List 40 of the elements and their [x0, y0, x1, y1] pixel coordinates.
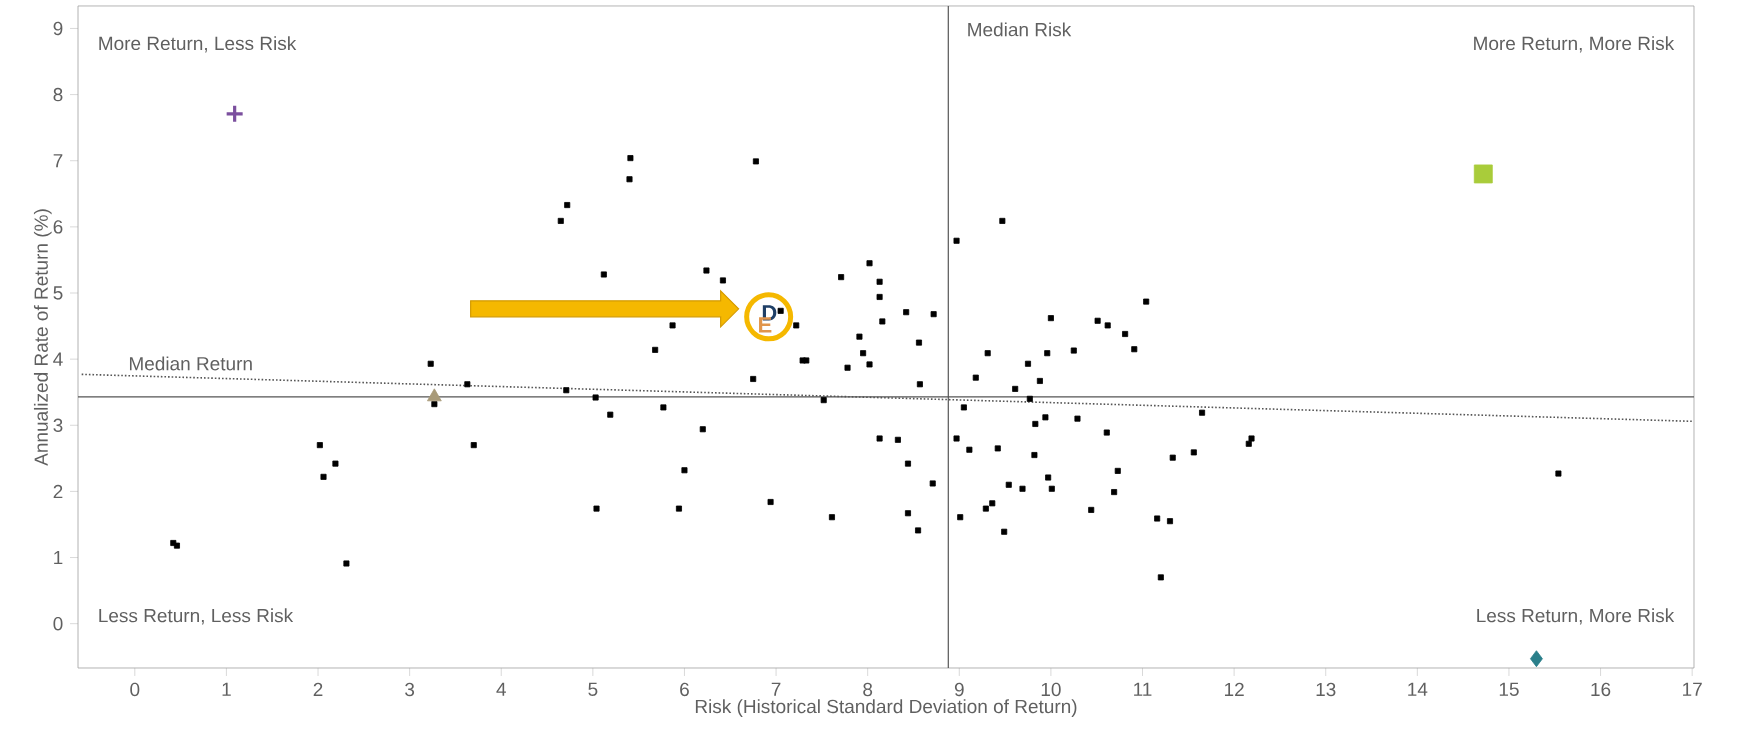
annotation: Less Return, More Risk — [1477, 608, 1675, 625]
y-tick-label: 4 — [53, 352, 63, 366]
x-tick-label: 3 — [405, 682, 415, 697]
x-tick-label: 7 — [771, 682, 781, 696]
x-tick-label: 6 — [680, 682, 689, 697]
x-tick-label: 15 — [1499, 682, 1519, 696]
x-tick-label: 16 — [1591, 682, 1611, 697]
y-tick-label: 8 — [53, 87, 63, 102]
point — [1473, 164, 1493, 184]
point — [1530, 650, 1543, 668]
ref-line-label: Median Risk — [968, 22, 1072, 37]
y-tick-label: 3 — [53, 418, 63, 432]
annotation: Less Return, Less Risk — [99, 608, 294, 625]
x-tick-label: 10 — [1041, 682, 1061, 697]
x-tick-label: 5 — [588, 682, 598, 696]
y-tick-label: 1 — [54, 551, 63, 565]
annotation: More Return, More Risk — [1474, 36, 1675, 53]
annotation: More Return, Less Risk — [99, 36, 297, 53]
x-tick-label: 13 — [1316, 682, 1336, 697]
point — [225, 104, 245, 124]
x-tick-label: 4 — [496, 682, 506, 696]
y-tick-label: 2 — [53, 484, 63, 499]
y-axis-title: Annualized Rate of Return (%) — [33, 209, 52, 466]
x-tick-label: 11 — [1134, 682, 1152, 696]
x-tick-label: 9 — [954, 682, 964, 697]
x-tick-label: 8 — [863, 682, 873, 697]
x-tick-label: 0 — [130, 682, 140, 697]
x-tick-label: 1 — [222, 682, 231, 696]
y-tick-label: 9 — [53, 21, 63, 36]
x-axis-title: Risk (Historical Standard Deviation of Return) — [695, 699, 1077, 717]
x-tick-label: 2 — [313, 682, 323, 696]
y-tick-label: 0 — [53, 616, 63, 631]
x-tick-label: 17 — [1683, 682, 1702, 696]
ref-line-label: Median Return — [129, 356, 252, 371]
x-tick-label: 12 — [1224, 682, 1244, 696]
point — [427, 388, 442, 402]
y-tick-label: 5 — [53, 286, 63, 300]
x-tick-label: 14 — [1408, 682, 1428, 696]
y-tick-label: 7 — [53, 154, 63, 168]
y-tick-label: 6 — [53, 220, 63, 234]
